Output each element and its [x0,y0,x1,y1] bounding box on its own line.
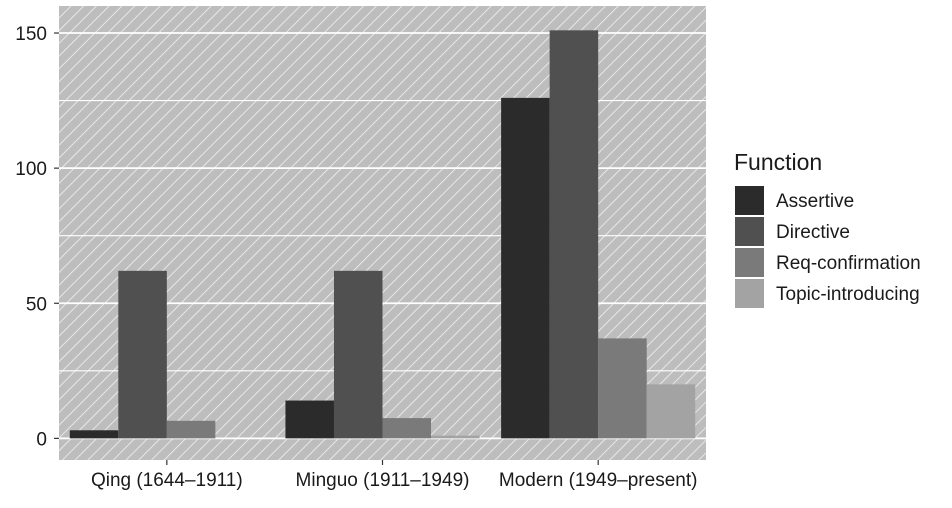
bar-topic-introducing-2 [431,435,480,439]
bar-req-confirmation-2 [382,418,432,439]
bar-directive-2 [333,270,383,439]
bar-directive-1 [118,270,167,439]
y-tick-label: 0 [36,429,47,450]
bar-assertive-3 [501,97,550,439]
legend-label: Assertive [776,191,854,212]
legend-label: Req-confirmation [776,253,921,274]
x-tick-label: Modern (1949–present) [499,470,698,491]
bar-assertive-1 [69,430,119,439]
legend-swatch [735,248,764,277]
legend-label: Topic-introducing [776,284,920,305]
bars [69,30,696,439]
legend-swatch [735,217,764,246]
bar-directive-3 [549,30,599,439]
legend-label: Directive [776,222,850,243]
legend-swatch [735,186,764,215]
legend: Function Assertive Directive Req-confirmat… [734,149,921,308]
bar-req-confirmation-3 [598,338,647,439]
y-axis: 0 50 100 150 [15,24,59,450]
x-tick-label: Qing (1644–1911) [91,470,243,491]
legend-swatch [735,279,764,308]
bar-assertive-2 [285,400,334,439]
y-tick-label: 150 [15,24,47,45]
legend-title: Function [734,149,822,175]
x-tick-label: Minguo (1911–1949) [296,470,470,491]
bar-topic-introducing-3 [646,384,696,439]
bar-req-confirmation-1 [166,420,216,439]
x-axis: Qing (1644–1911) Minguo (1911–1949) Modern… [91,460,698,491]
y-tick-label: 100 [15,159,47,180]
y-tick-label: 50 [26,294,47,315]
